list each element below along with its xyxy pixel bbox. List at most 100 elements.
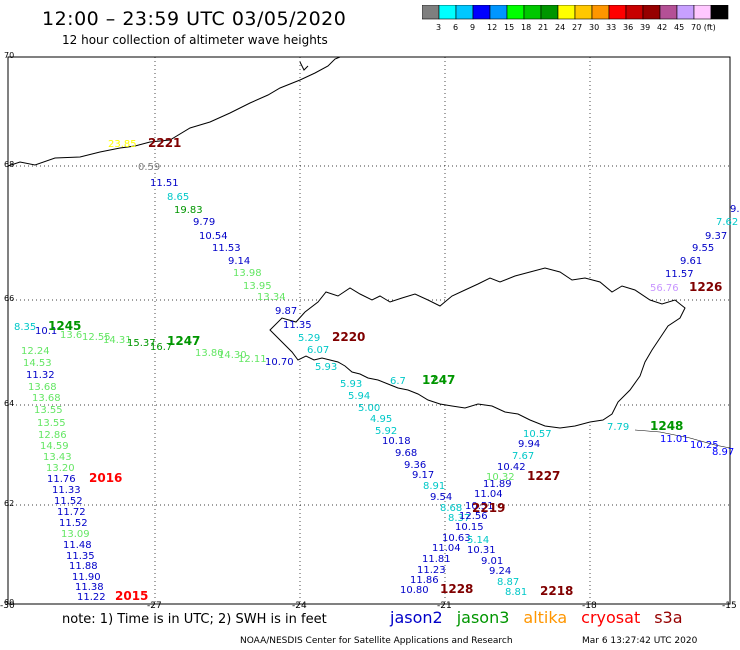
- wave-height-value: 13.68: [28, 382, 57, 393]
- pass-time-label: 2015: [115, 589, 148, 603]
- pass-time-label: 1228: [440, 582, 473, 596]
- wave-height-value: 5.92: [375, 426, 397, 437]
- wave-height-value: 11.51: [150, 178, 179, 189]
- wave-height-value: 7.4: [430, 375, 446, 386]
- wave-height-value: 11.33: [52, 485, 81, 496]
- wave-height-value: 9.61: [680, 256, 702, 267]
- colorbar-label: 3: [436, 23, 442, 32]
- wave-height-value: 13.55: [37, 418, 66, 429]
- wave-height-value: 9.94: [518, 439, 540, 450]
- wave-height-value: 11.04: [474, 489, 503, 500]
- wave-height-value: 10.31: [467, 545, 496, 556]
- wave-height-value: 14.53: [23, 358, 52, 369]
- wave-height-value: 9.87: [275, 306, 297, 317]
- wave-height-value: 13.09: [61, 529, 90, 540]
- longitude-label: -27: [147, 601, 162, 611]
- wave-height-value: 4.95: [370, 414, 392, 425]
- wave-height-value: 9.54: [430, 492, 452, 503]
- wave-height-value: 23.85: [108, 139, 137, 150]
- wave-height-value: 14.30: [218, 350, 247, 361]
- colorbar-labels: 3 6 9 12 15 18 21 24 27 30 33 36 39 42 45 70 (ft): [422, 23, 730, 35]
- wave-height-value: 9.36: [404, 460, 426, 471]
- wave-height-value: 15.37: [127, 338, 156, 349]
- pass-time-label: 2221: [148, 136, 181, 150]
- wave-height-value: 11.35: [283, 320, 312, 331]
- wave-height-value: 11.23: [417, 565, 446, 576]
- wave-height-value: 19.83: [174, 205, 203, 216]
- latitude-label: 66: [4, 294, 15, 303]
- wave-height-value: 13.68: [32, 393, 61, 404]
- wave-height-value: 8.97: [712, 447, 734, 458]
- pass-time-label: 1247: [167, 334, 200, 348]
- latitude-label: 64: [4, 399, 15, 408]
- pass-time-label: 1226: [689, 280, 722, 294]
- wave-height-value: 10.18: [382, 436, 411, 447]
- wave-height-value: 5.94: [348, 391, 370, 402]
- wave-height-value: 0.59: [138, 162, 160, 173]
- wave-height-value: 10.54: [199, 231, 228, 242]
- colorbar-swatch: [710, 5, 729, 20]
- colorbar: [422, 5, 729, 20]
- wave-height-value: 5.93: [340, 379, 362, 390]
- greenland-coastline: [7, 56, 341, 167]
- wave-height-value: 12.11: [238, 354, 267, 365]
- wave-height-value: 11.89: [483, 479, 512, 490]
- colorbar-label: 30: [589, 23, 600, 32]
- wave-height-value: 9.55: [692, 243, 714, 254]
- wave-height-value: 5.14: [467, 535, 489, 546]
- wave-height-value: 9.14: [228, 256, 250, 267]
- wave-height-value: 11.88: [69, 561, 98, 572]
- wave-height-value: 13.98: [233, 268, 262, 279]
- pass-time-label: 1247: [422, 373, 455, 387]
- wave-height-value: 5.29: [298, 333, 320, 344]
- credit-text: NOAA/NESDIS Center for Satellite Applica…: [240, 636, 513, 646]
- wave-height-value: 9.01: [481, 556, 503, 567]
- wave-height-value: 10.25: [690, 440, 719, 451]
- wave-height-value: 5.00: [358, 403, 380, 414]
- legend-item: jason3: [456, 608, 510, 627]
- colorbar-label: 42: [657, 23, 668, 32]
- wave-height-value: 11.72: [57, 507, 86, 518]
- map-subtitle: 12 hour collection of altimeter wave hei…: [62, 33, 328, 47]
- wave-height-value: 10.80: [400, 585, 429, 596]
- colorbar-label: 27: [572, 23, 583, 32]
- wave-height-value: 13.95: [243, 281, 272, 292]
- pass-time-label: 2219: [472, 501, 505, 515]
- wave-height-value: 10.32: [486, 472, 515, 483]
- wave-height-value: 11.32: [26, 370, 55, 381]
- wave-height-value: 14.31: [103, 335, 132, 346]
- latitude-label: 62: [4, 499, 15, 508]
- wave-height-value: 13.55: [34, 405, 63, 416]
- colorbar-label: 21: [538, 23, 549, 32]
- longitude-label: -18: [582, 601, 597, 611]
- colorbar-label: 36: [623, 23, 634, 32]
- wave-height-value: 9.17: [412, 470, 434, 481]
- wave-height-value: 13.20: [46, 463, 75, 474]
- wave-height-value: 13.6: [60, 330, 82, 341]
- wave-height-value: 14.59: [40, 441, 69, 452]
- wave-height-value: 13.80: [195, 348, 224, 359]
- wave-height-value: 10.70: [265, 357, 294, 368]
- wave-height-value: 7.79: [607, 422, 629, 433]
- pass-time-label: 1245: [48, 319, 81, 333]
- wave-height-value: 7.62: [716, 217, 738, 228]
- pass-time-label: 2016: [89, 471, 122, 485]
- longitude-label: -21: [437, 601, 452, 611]
- iceland-coastline: [269, 267, 731, 449]
- wave-height-value: 12.55: [82, 332, 111, 343]
- wave-height-value: 7.67: [512, 451, 534, 462]
- wave-height-value: 10.51: [465, 501, 494, 512]
- wave-height-value: 10.63: [442, 533, 471, 544]
- legend-item: jason2: [390, 608, 443, 627]
- wave-height-points: 23.85 22210.5911.518.6519.839.7910.5411.5…: [14, 136, 740, 603]
- wave-height-value: 6.7: [390, 376, 406, 387]
- colorbar-label: 39: [640, 23, 651, 32]
- wave-height-value: 8.68: [440, 503, 462, 514]
- legend-item: altika: [523, 608, 568, 627]
- pass-time-label: 1248: [650, 419, 683, 433]
- wave-height-value: 12.56: [459, 511, 488, 522]
- colorbar-label: 12: [487, 23, 498, 32]
- pass-time-label: 2218: [540, 584, 573, 598]
- wave-height-value: 9.37: [705, 231, 727, 242]
